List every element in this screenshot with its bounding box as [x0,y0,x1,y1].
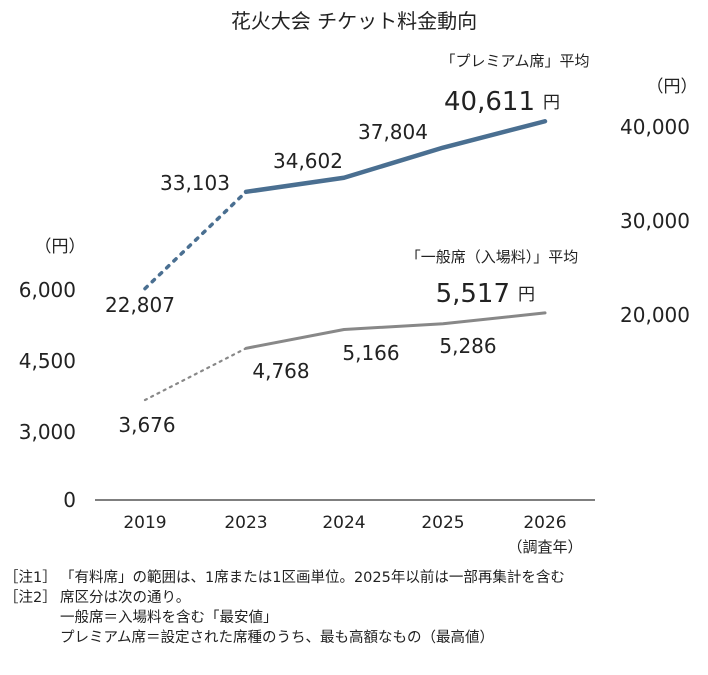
chart-title: 花火大会 チケット料金動向 [231,9,477,33]
x-axis: 2019 2023 2024 2025 2026 （調査年） [95,499,595,556]
series-premium-data-label: 37,804 [358,120,428,144]
left-axis-unit: （円） [35,237,86,257]
footnote-text: 席区分は次の通り。 [60,590,191,606]
footnote-2-detail-2: プレミアム席＝設定された席種のうち、最も高額なもの（最高値） [60,630,494,646]
left-axis-tick-label: 4,500 [19,349,76,373]
right-axis-tick-label: 40,000 [620,115,690,139]
right-axis: （円） 20,000 30,000 40,000 [620,77,697,327]
left-axis-tick-label: 0 [63,488,76,512]
series-premium-dotted-segment [143,190,248,291]
x-axis-tick-label: 2024 [322,513,365,533]
series-premium-name: 「プレミアム席」平均 [441,52,590,70]
x-axis-tick-label: 2026 [523,513,566,533]
x-axis-unit-note: （調査年） [507,538,582,556]
series-general-data-label: 4,768 [252,359,309,383]
x-axis-tick-label: 2019 [123,513,166,533]
series-premium-line [243,119,548,195]
series-layer: 22,807 33,103 34,602 37,804 「プレミアム席」平均 40,611… [105,52,589,437]
series-premium-latest-unit: 円 [543,93,560,113]
footnote-2-detail-1: 一般席＝入場料を含む「最安値」 [60,610,278,626]
left-axis-tick-label: 3,000 [19,420,76,444]
left-axis-tick-label: 6,000 [19,278,76,302]
right-axis-tick-label: 30,000 [620,209,690,233]
series-general-data-label: 5,286 [439,334,496,358]
left-axis: （円） 0 3,000 4,500 6,000 [19,237,86,512]
footnote-tag: ［注2］ [4,590,57,606]
series-general-data-label: 3,676 [118,413,175,437]
series-general-latest-unit: 円 [518,285,535,305]
footnote-tag: ［注1］ [4,570,57,586]
series-premium-data-label: 34,602 [273,149,343,173]
series-general-line [244,311,547,350]
series-premium-data-label: 22,807 [105,293,175,317]
series-general-dotted-segment [143,347,248,402]
chart: 花火大会 チケット料金動向 （円） 0 3,000 4,500 6,000 （円） 20,… [19,9,698,556]
series-general-name: 「一般席（入場料）」平均 [406,248,579,266]
series-general-latest-value: 5,517 [436,279,510,309]
series-premium-latest-value: 40,611 [444,87,535,117]
x-axis-tick-label: 2023 [224,513,267,533]
footnote-text: 「有料席」の範囲は、1席または1区画単位。2025年以前は一部再集計を含む [60,570,565,586]
x-axis-tick-label: 2025 [421,513,464,533]
footnote-2: ［注2］ 席区分は次の通り。 [4,588,565,608]
series-premium-data-label: 33,103 [160,171,230,195]
series-general-data-label: 5,166 [342,341,399,365]
footnotes: ［注1］ 「有料席」の範囲は、1席または1区画単位。2025年以前は一部再集計を… [4,568,565,648]
footnote-1: ［注1］ 「有料席」の範囲は、1席または1区画単位。2025年以前は一部再集計を… [4,568,565,588]
right-axis-unit: （円） [647,77,698,97]
right-axis-tick-label: 20,000 [620,303,690,327]
